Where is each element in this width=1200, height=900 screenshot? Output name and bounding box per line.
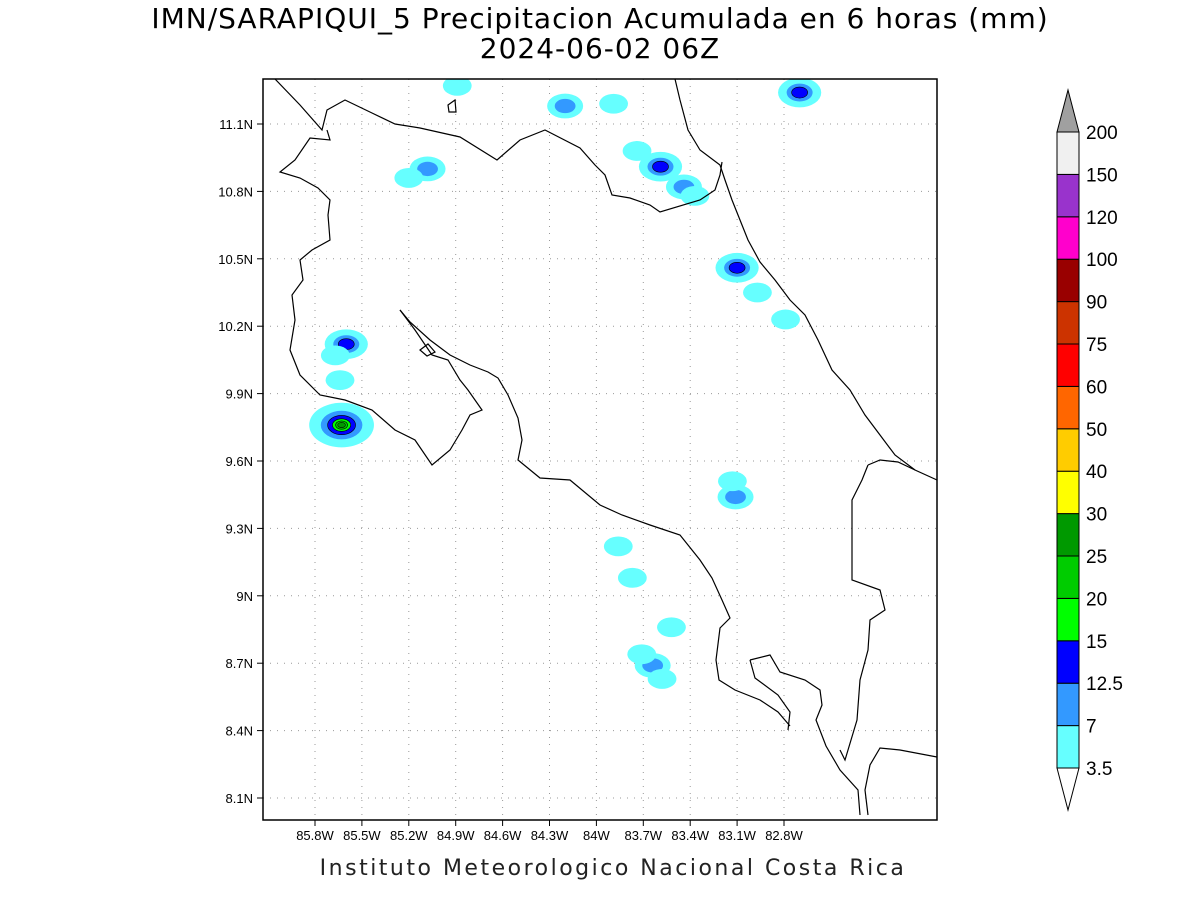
colorbar-swatch: [1056, 216, 1080, 260]
lon-tick-label: 82.8W: [765, 828, 803, 843]
lon-tick-label: 85.2W: [390, 828, 428, 843]
lat-tick-label: 11.1N: [219, 117, 253, 132]
colorbar-swatch: [1056, 513, 1080, 557]
colorbar-swatch: [1056, 301, 1080, 345]
colorbar-label: 75: [1086, 335, 1107, 356]
nicoya-gulf-coast: [399, 309, 791, 727]
lat-tick-label: 8.7N: [226, 656, 253, 671]
colorbar-bottom-arrow: [1056, 767, 1080, 812]
pacific-coast: [278, 129, 483, 466]
colorbar-swatch: [1056, 258, 1080, 303]
panama-border: [839, 464, 886, 762]
colorbar-label: 3.5: [1086, 759, 1112, 780]
precip-contour: [627, 644, 657, 665]
precip-contour: [647, 669, 677, 689]
precip-contour: [603, 536, 633, 557]
plot-frame: [262, 78, 938, 821]
lat-tick-label: 10.8N: [218, 184, 253, 199]
colorbar-label: 7: [1086, 717, 1097, 738]
lat-tick-label: 9.6N: [226, 454, 253, 469]
precip-contour: [599, 93, 628, 114]
colorbar-label: 30: [1086, 505, 1107, 526]
lon-tick-label: 85.5W: [343, 828, 381, 843]
map-title: IMN/SARAPIQUI_5 Precipitacion Acumulada …: [151, 2, 1049, 35]
lon-tick-label: 84W: [583, 828, 610, 843]
precip-contour: [617, 567, 647, 588]
panama-bocas: [867, 459, 916, 471]
lon-tick-label: 83.1W: [718, 828, 756, 843]
colorbar-swatch: [1056, 640, 1080, 684]
lon-tick-label: 84.3W: [531, 828, 569, 843]
map-grid: [263, 79, 937, 820]
colorbar-swatch: [1056, 428, 1080, 472]
precip-contour: [325, 370, 355, 391]
precipitation-field: [309, 79, 822, 689]
ometepe: [447, 98, 457, 113]
colorbar-swatch: [1056, 470, 1080, 515]
colorbar-label: 100: [1086, 250, 1118, 271]
precip-contour: [680, 185, 710, 206]
colorbar-label: 200: [1086, 123, 1118, 144]
lat-tick-label: 8.1N: [226, 791, 253, 806]
precip-contour: [554, 98, 576, 114]
precip-contour: [791, 86, 808, 99]
colorbar-label: 40: [1086, 462, 1107, 483]
colorbar-label: 120: [1086, 208, 1118, 229]
footer-credit: Instituto Meteorologico Nacional Costa R…: [319, 856, 907, 881]
precip-contour: [442, 79, 472, 96]
precip-contour: [652, 160, 669, 173]
lon-tick-label: 83.7W: [625, 828, 663, 843]
colorbar-label: 12.5: [1086, 674, 1123, 695]
colorbar-swatch: [1056, 343, 1080, 387]
precip-contour: [394, 168, 424, 188]
colorbar-label: 150: [1086, 165, 1118, 186]
lake-shore: [274, 79, 723, 213]
colorbar-label: 20: [1086, 589, 1107, 610]
colorbar-label: 90: [1086, 293, 1107, 314]
precip-contour: [320, 345, 350, 366]
lat-tick-label: 8.4N: [226, 724, 253, 739]
precip-contour: [728, 261, 746, 274]
lat-tick-label: 9.9N: [226, 387, 253, 402]
colorbar-label: 25: [1086, 547, 1107, 568]
lon-tick-label: 84.9W: [437, 828, 475, 843]
precip-contour: [657, 617, 686, 638]
caribbean-coast: [674, 79, 937, 481]
map-date: 2024-06-02 06Z: [479, 32, 721, 65]
colorbar-swatch: [1056, 173, 1080, 218]
precip-contour: [718, 471, 747, 492]
precip-contour: [622, 141, 652, 161]
lat-tick-label: 9.3N: [226, 521, 253, 536]
precip-contour: [337, 422, 346, 428]
lat-tick-label: 10.2N: [218, 319, 253, 334]
colorbar-label: 50: [1086, 420, 1107, 441]
precip-contour: [743, 282, 772, 303]
lat-tick-label: 10.5N: [218, 252, 253, 267]
colorbar-swatch: [1056, 555, 1080, 599]
lat-tick-label: 9N: [236, 589, 253, 604]
precip-contour: [725, 489, 746, 505]
lon-tick-label: 83.4W: [671, 828, 709, 843]
panama-coast: [864, 747, 937, 816]
colorbar-swatch: [1056, 682, 1080, 727]
osa-peninsula: [749, 654, 861, 816]
colorbar-label: 60: [1086, 377, 1107, 398]
lon-tick-label: 84.6W: [484, 828, 522, 843]
colorbar: 3.5 7 12.5 15 20 25 30 40 50 60 75 90 100 120 150 200: [1056, 88, 1123, 812]
precip-contour: [417, 161, 438, 177]
coastline: [274, 79, 937, 816]
colorbar-top-arrow: [1056, 88, 1080, 133]
lake-island: [419, 343, 436, 357]
colorbar-swatch: [1056, 131, 1080, 175]
lon-tick-label: 85.8W: [296, 828, 334, 843]
axis-ticks: 11.1N 10.8N 10.5N 10.2N 9.9N 9.6N 9.3N 9N 8.7N 8.…: [218, 117, 803, 843]
colorbar-swatch: [1056, 725, 1080, 769]
precip-contour: [771, 309, 800, 330]
golfo-dulce: [749, 659, 791, 731]
colorbar-swatch: [1056, 597, 1080, 642]
colorbar-label: 15: [1086, 632, 1107, 653]
colorbar-swatch: [1056, 385, 1080, 430]
